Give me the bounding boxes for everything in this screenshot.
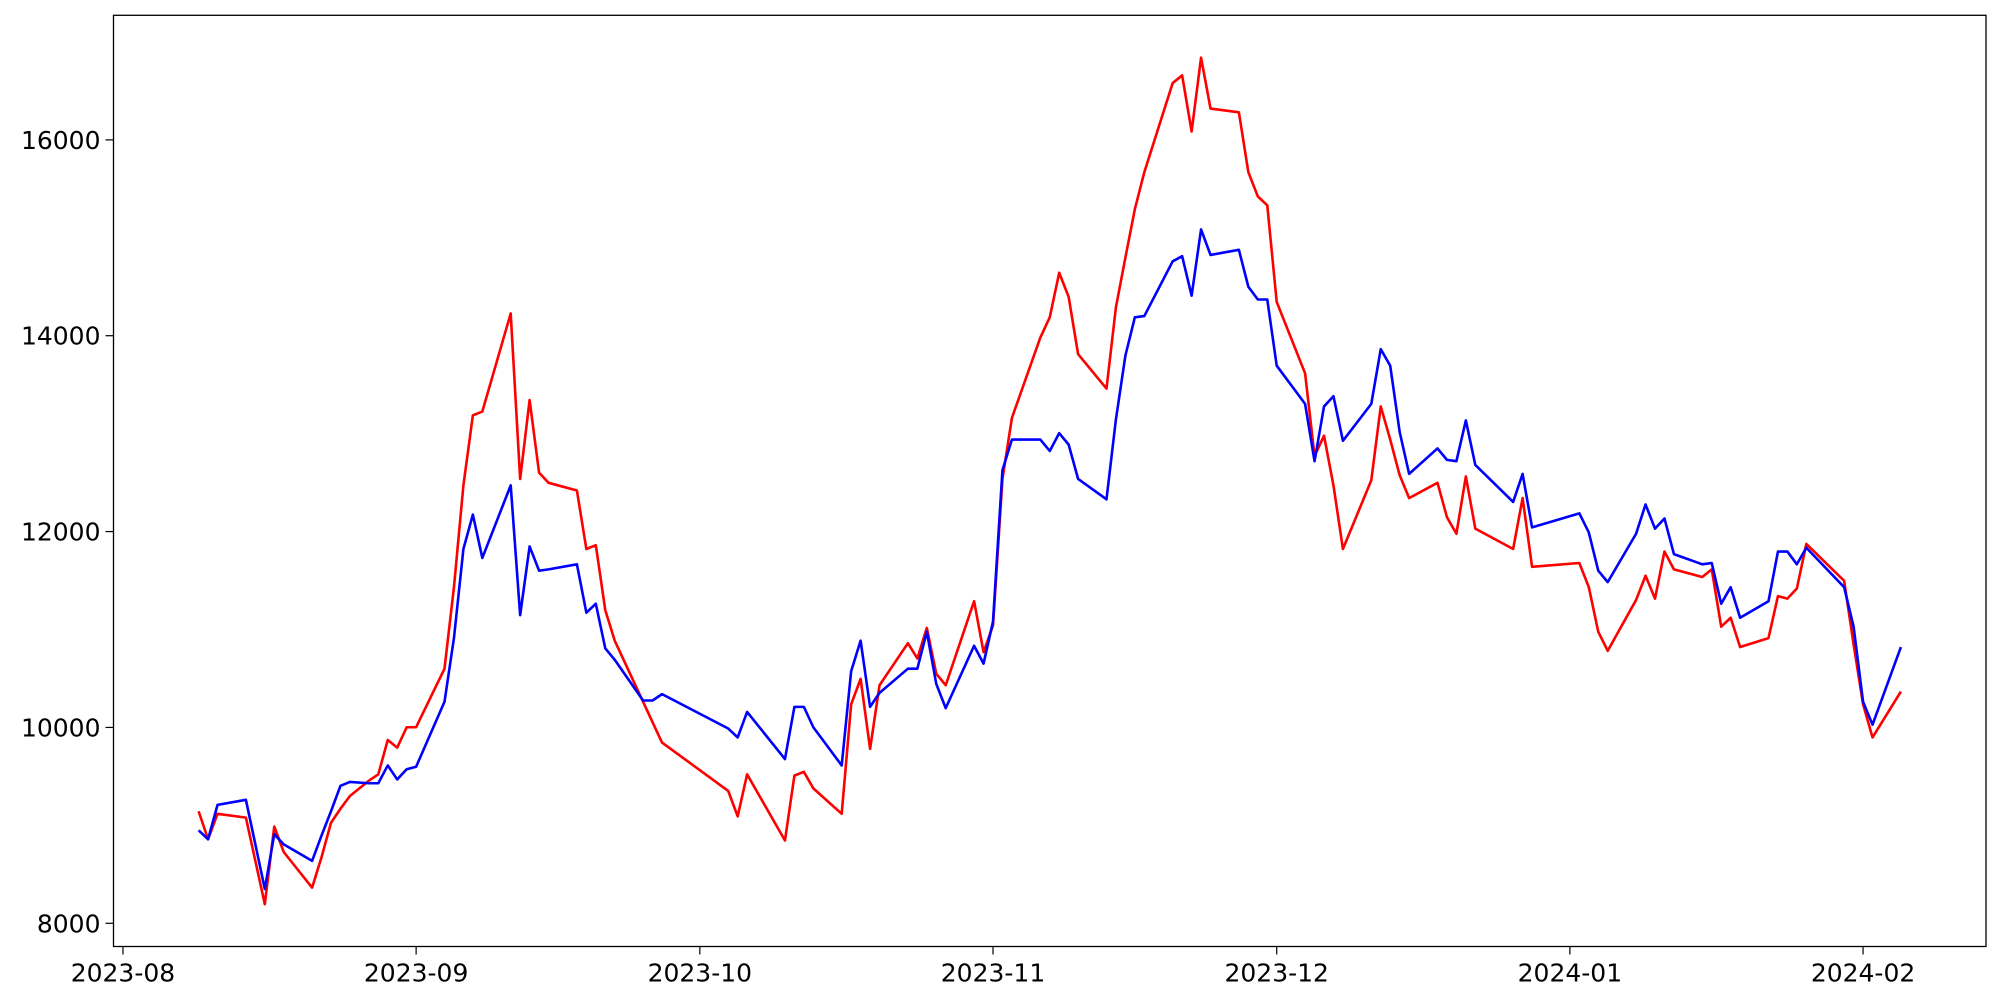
series-line	[197, 228, 1903, 891]
x-tick-label: 2023-09	[364, 959, 468, 988]
x-tick-label: 2023-10	[648, 959, 752, 988]
y-tick-label: 10000	[21, 713, 101, 742]
y-tick-label: 14000	[21, 322, 101, 351]
x-tick-label: 2024-01	[1518, 959, 1622, 988]
x-tick-label: 2023-08	[71, 959, 175, 988]
x-tick-label: 2023-11	[941, 959, 1045, 988]
y-tick-label: 8000	[37, 909, 101, 938]
axes-frame	[112, 14, 1987, 948]
y-tick-label: 12000	[21, 518, 101, 547]
x-tick-label: 2024-02	[1811, 959, 1915, 988]
y-tick-label: 16000	[21, 126, 101, 155]
x-tick-label: 2023-12	[1224, 959, 1328, 988]
series-line	[197, 56, 1902, 906]
